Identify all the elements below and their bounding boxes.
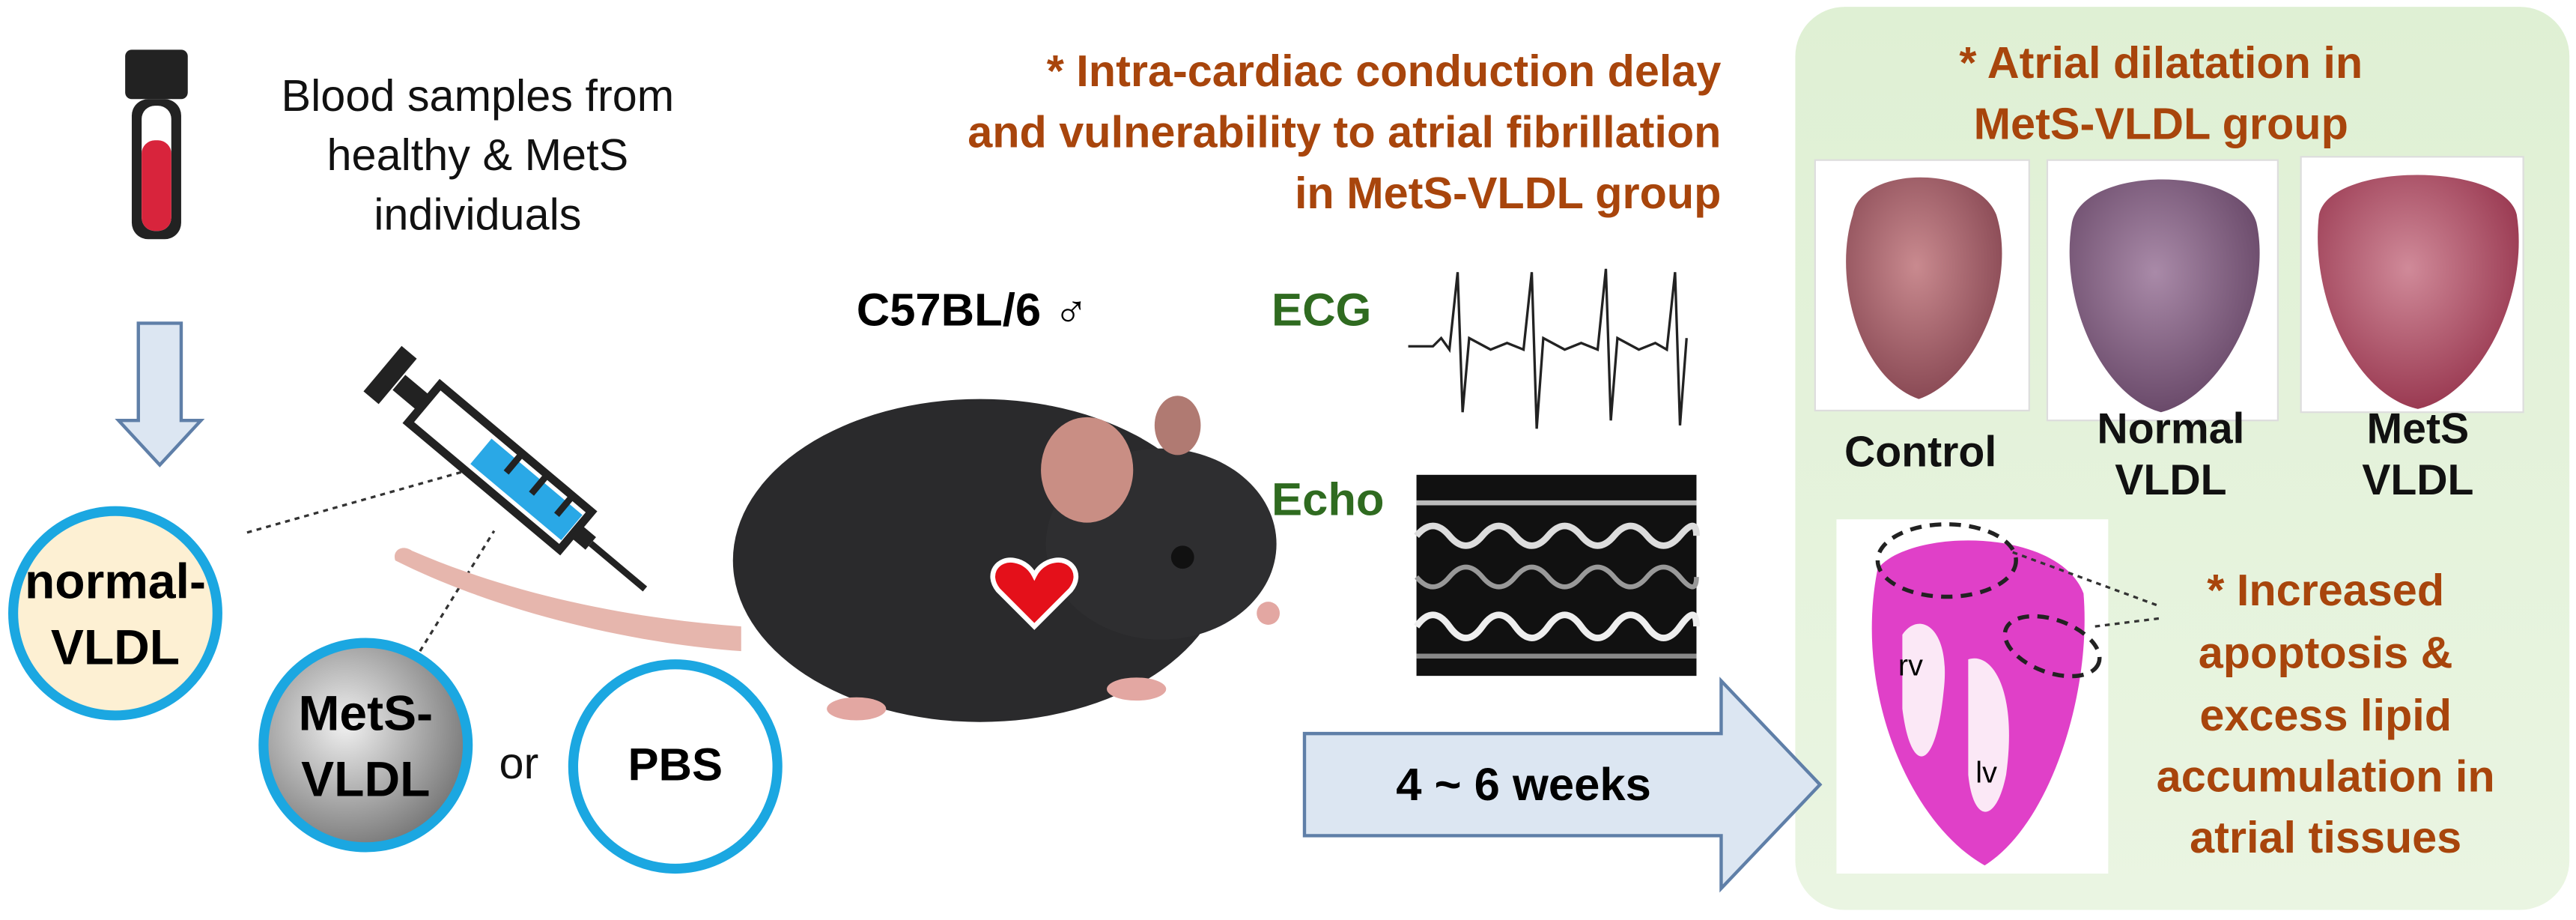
samples-text: individuals	[374, 189, 581, 239]
measurement-label: ECG	[1272, 285, 1371, 336]
connector	[246, 468, 470, 534]
group-label: normal-	[25, 554, 206, 609]
finding-text: and vulnerability to atrial fibrillation	[967, 106, 1721, 157]
duration-label: 4 ~ 6 weeks	[1396, 759, 1651, 811]
finding-text: atrial tissues	[2190, 812, 2461, 862]
or-text: or	[499, 738, 538, 788]
group-label: VLDL	[301, 751, 430, 807]
connector	[419, 530, 496, 653]
histology-image	[1836, 519, 2109, 874]
group-label: MetS-	[298, 686, 433, 741]
finding-text: * Intra-cardiac conduction delay	[1047, 46, 1722, 96]
echo-image	[1413, 474, 1700, 677]
down-arrow	[115, 321, 205, 467]
mouse	[395, 396, 1281, 722]
heart-photo	[2300, 156, 2524, 414]
measurement-label: Echo	[1272, 473, 1385, 525]
samples-text: Blood samples from	[282, 70, 675, 121]
highlight-ellipse	[2002, 614, 2102, 679]
connector	[2094, 617, 2161, 628]
heart-label: Control	[1844, 429, 1996, 476]
highlight-ellipse	[1875, 522, 2018, 599]
group-label: VLDL	[51, 620, 180, 675]
ecg-trace	[1408, 268, 1688, 429]
time-arrow	[1302, 677, 1823, 893]
syringe	[363, 345, 648, 592]
group-circle	[258, 638, 473, 853]
mouse-strain: C57BL/6 ♂	[857, 285, 1089, 336]
connector	[2012, 551, 2162, 608]
finding-text: MetS-VLDL group	[1974, 98, 2348, 148]
group-circle	[7, 506, 222, 721]
histology-label: lv	[1975, 757, 1997, 790]
heart-photo	[1814, 159, 2030, 412]
heart-label: VLDL	[2362, 456, 2473, 504]
finding-text: * Increased	[2207, 565, 2444, 615]
heart-photo	[2046, 159, 2279, 422]
group-label: PBS	[628, 739, 723, 791]
finding-text: apoptosis &	[2199, 627, 2453, 677]
finding-text: in MetS-VLDL group	[1295, 168, 1722, 218]
finding-text: excess lipid	[2199, 690, 2452, 740]
heart-label: VLDL	[2115, 456, 2226, 504]
samples-text: healthy & MetS	[327, 130, 629, 180]
finding-text: accumulation in	[2157, 751, 2495, 801]
histology-label: rv	[1898, 650, 1923, 683]
heart-label: MetS	[2367, 405, 2470, 453]
heart-label: Normal	[2097, 405, 2244, 453]
finding-text: * Atrial dilatation in	[1959, 37, 2363, 88]
group-circle	[568, 659, 783, 874]
blood-tube	[125, 49, 188, 240]
